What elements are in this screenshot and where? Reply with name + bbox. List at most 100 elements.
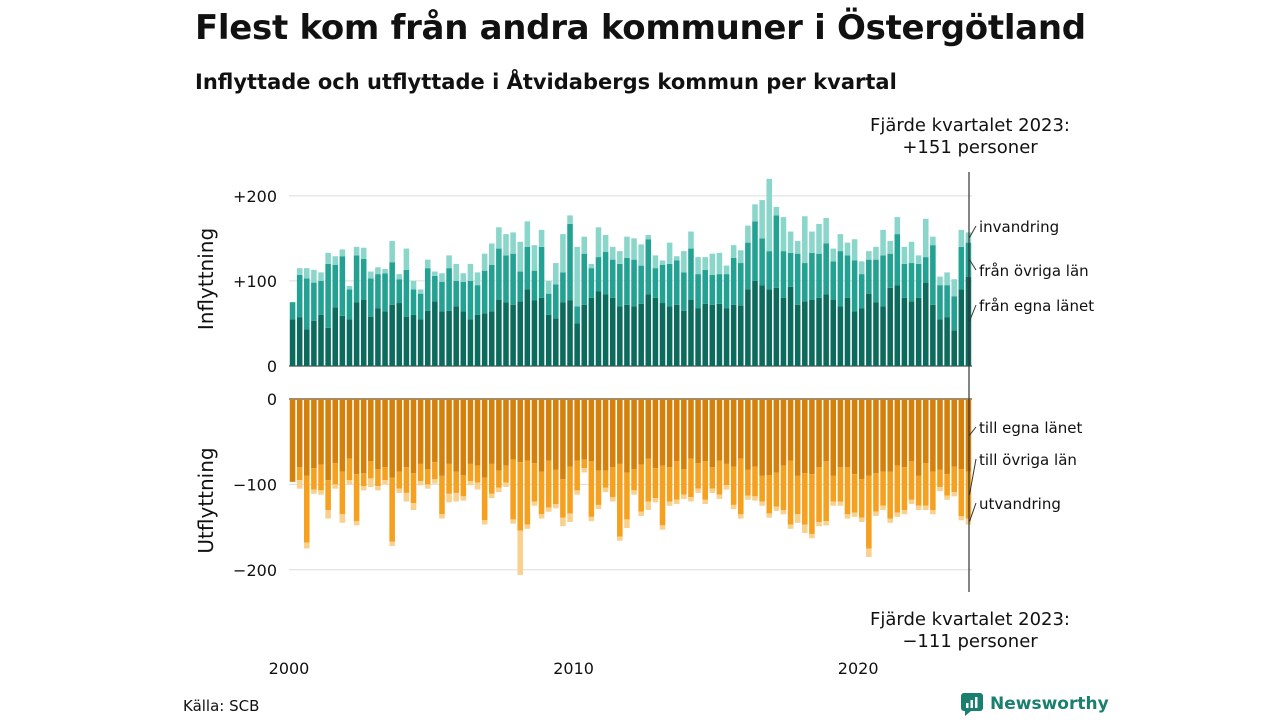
inflow-bar <box>915 263 922 298</box>
outflow-bar <box>304 399 310 476</box>
inflow-bar <box>837 234 844 252</box>
outflow-bar <box>780 399 787 466</box>
outflow-bar <box>617 463 623 537</box>
outflow-bar <box>922 505 929 511</box>
outflow-bar <box>894 465 901 513</box>
outflow-bar <box>560 479 566 518</box>
inflow-bar <box>346 286 353 290</box>
outflow-bar <box>574 399 580 461</box>
outflow-bar <box>766 513 773 518</box>
outflow-bar <box>432 479 438 484</box>
inflow-bar <box>844 297 851 366</box>
inflow-bar <box>851 239 858 261</box>
outflow-bar <box>894 399 901 466</box>
outflow-bars <box>289 399 972 575</box>
outflow-bar <box>346 458 353 481</box>
inflow-bar <box>503 234 509 256</box>
outflow-bar <box>595 470 602 505</box>
outflow-bar <box>837 501 844 506</box>
outflow-bar <box>410 503 417 511</box>
outflow-bar <box>545 399 552 461</box>
inflow-bar <box>417 289 424 294</box>
outflow-bar <box>567 466 573 514</box>
inflow-bar <box>403 316 410 366</box>
outflow-bar <box>880 505 886 511</box>
outflow-bar <box>830 501 837 506</box>
inflow-bar <box>325 327 331 366</box>
inflow-bar <box>560 302 566 366</box>
outflow-bar <box>311 399 317 469</box>
y-tick-label: +200 <box>233 187 277 206</box>
inflow-bar <box>944 285 950 318</box>
inflow-bar <box>894 217 901 235</box>
inflow-bar <box>382 269 388 274</box>
inflow-bar <box>517 301 523 366</box>
outflow-bar <box>453 399 459 472</box>
outflow-bar <box>617 536 623 541</box>
inflow-bar <box>695 274 701 309</box>
outflow-bar <box>368 461 374 479</box>
inflow-bar <box>311 282 317 321</box>
inflow-bar <box>617 263 623 307</box>
outflow-bar <box>673 461 680 500</box>
outflow-bar <box>908 461 915 500</box>
inflow-bar <box>488 311 495 366</box>
inflow-bar <box>666 242 673 264</box>
outflow-bar <box>560 517 566 527</box>
outflow-bar <box>688 497 694 502</box>
outflow-bar <box>588 461 595 517</box>
outflow-bar <box>858 399 865 480</box>
outflow-bar <box>332 399 339 464</box>
outflow-bar <box>638 511 644 516</box>
inflow-bar <box>360 258 367 300</box>
inflow-bar <box>453 263 459 281</box>
outflow-bar <box>766 399 773 476</box>
y-tick-label: −200 <box>233 561 277 580</box>
inflow-bar <box>716 303 723 366</box>
outflow-bar <box>296 467 303 481</box>
inflow-bar <box>887 240 893 254</box>
outflow-bar <box>609 467 616 498</box>
inflow-bar <box>958 246 965 290</box>
outflow-bar <box>311 468 317 490</box>
inflow-bar <box>304 329 310 366</box>
outflow-bar <box>353 474 360 522</box>
outflow-bar <box>311 489 317 494</box>
inflow-bar <box>368 271 374 279</box>
outflow-bar <box>823 399 829 462</box>
inflow-bar <box>553 318 559 366</box>
inflow-bar <box>809 299 815 366</box>
outflow-bar <box>745 495 751 500</box>
inflow-bar <box>496 299 502 366</box>
outflow-bar <box>851 474 858 513</box>
outflow-bar <box>944 495 950 500</box>
outflow-bar <box>652 498 659 503</box>
outflow-bar <box>723 399 730 464</box>
outflow-bar <box>353 399 360 475</box>
inflow-bar <box>816 223 822 254</box>
inflow-bar <box>538 246 545 298</box>
inflow-bar <box>503 302 509 366</box>
outflow-bar <box>417 399 424 464</box>
inflow-bar <box>389 262 395 305</box>
outflow-bar <box>887 399 893 472</box>
inflow-bar <box>759 285 765 366</box>
brand-logo[interactable]: Newsworthy <box>960 692 1109 716</box>
inflow-bar <box>609 259 616 298</box>
inflow-bar <box>567 215 573 224</box>
outflow-bar <box>802 524 808 534</box>
outflow-bar <box>410 399 417 474</box>
inflow-bar <box>332 256 339 265</box>
y-tick-label: 0 <box>267 390 277 409</box>
outflow-bar <box>524 460 531 525</box>
inflow-bar <box>688 231 694 249</box>
outflow-bar <box>396 399 403 472</box>
outflow-bar <box>560 399 566 480</box>
annotation-outflow-line2: −111 personer <box>902 631 1038 652</box>
inflow-bar <box>794 253 801 305</box>
outflow-bar <box>574 490 580 495</box>
outflow-bar <box>510 519 516 524</box>
outflow-bar <box>930 471 936 511</box>
outflow-bar <box>802 473 808 525</box>
annotation-outflow-line1: Fjärde kvartalet 2023: <box>870 609 1070 630</box>
